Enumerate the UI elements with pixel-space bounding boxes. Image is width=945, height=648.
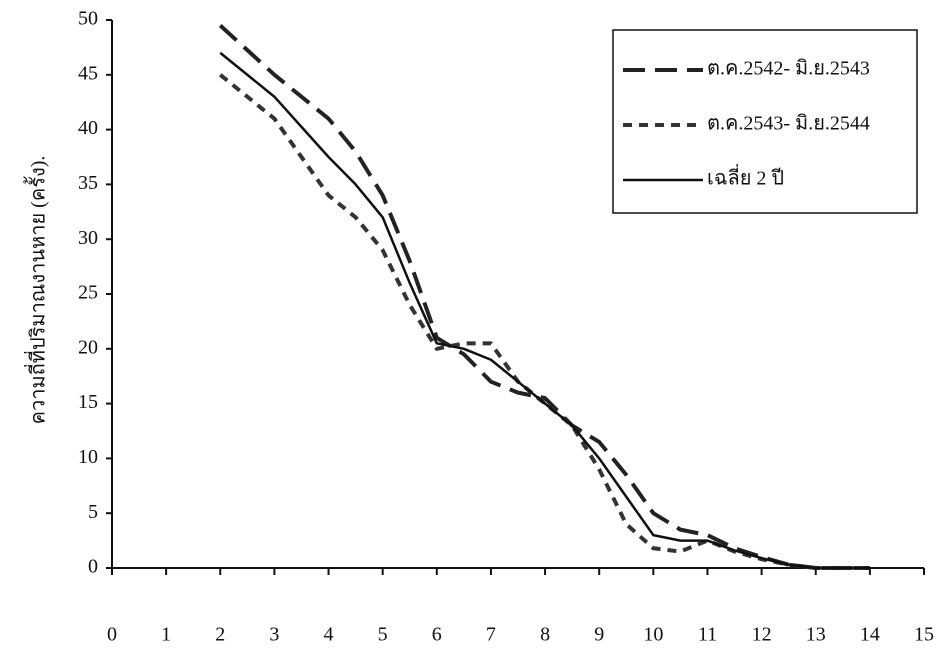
x-tick-label: 0 — [107, 624, 117, 646]
y-tick-label: 40 — [78, 117, 98, 139]
y-tick-label: 0 — [88, 556, 98, 578]
legend-box — [612, 29, 918, 214]
x-tick-label: 12 — [752, 624, 772, 646]
x-tick-label: 10 — [643, 624, 663, 646]
x-tick-label: 5 — [378, 624, 388, 646]
legend-label: เฉลี่ย 2 ปี — [707, 164, 784, 190]
x-tick-label: 9 — [594, 624, 604, 646]
x-tick-label: 15 — [914, 624, 934, 646]
x-tick-label: 2 — [215, 624, 225, 646]
y-tick-label: 5 — [88, 501, 98, 523]
x-tick-label: 11 — [698, 624, 717, 646]
x-tick-label: 3 — [269, 624, 279, 646]
y-tick-label: 25 — [78, 282, 98, 304]
y-tick-label: 35 — [78, 172, 98, 194]
x-tick-label: 7 — [486, 624, 496, 646]
x-tick-label: 13 — [806, 624, 826, 646]
series-line — [219, 73, 870, 570]
x-tick-label: 8 — [540, 624, 550, 646]
legend-label: ต.ค.2543- มิ.ย.2544 — [707, 113, 870, 135]
y-tick-label: 50 — [78, 8, 98, 30]
y-tick-label: 30 — [78, 227, 98, 249]
x-tick-label: 6 — [432, 624, 442, 646]
y-tick-label: 20 — [78, 336, 98, 358]
x-tick-label: 4 — [324, 624, 334, 646]
x-tick-label: 14 — [860, 624, 880, 646]
y-tick-label: 15 — [78, 391, 98, 413]
legend-label: ต.ค.2542- มิ.ย.2543 — [707, 58, 870, 80]
y-axis-title: ความถี่ที่ปริมาณงานหาย (ครั้ง). — [24, 156, 50, 425]
series-line — [219, 51, 870, 570]
y-tick-label: 10 — [78, 446, 98, 468]
x-tick-label: 1 — [161, 624, 171, 646]
series-line — [218, 24, 870, 570]
y-tick-label: 45 — [78, 62, 98, 84]
